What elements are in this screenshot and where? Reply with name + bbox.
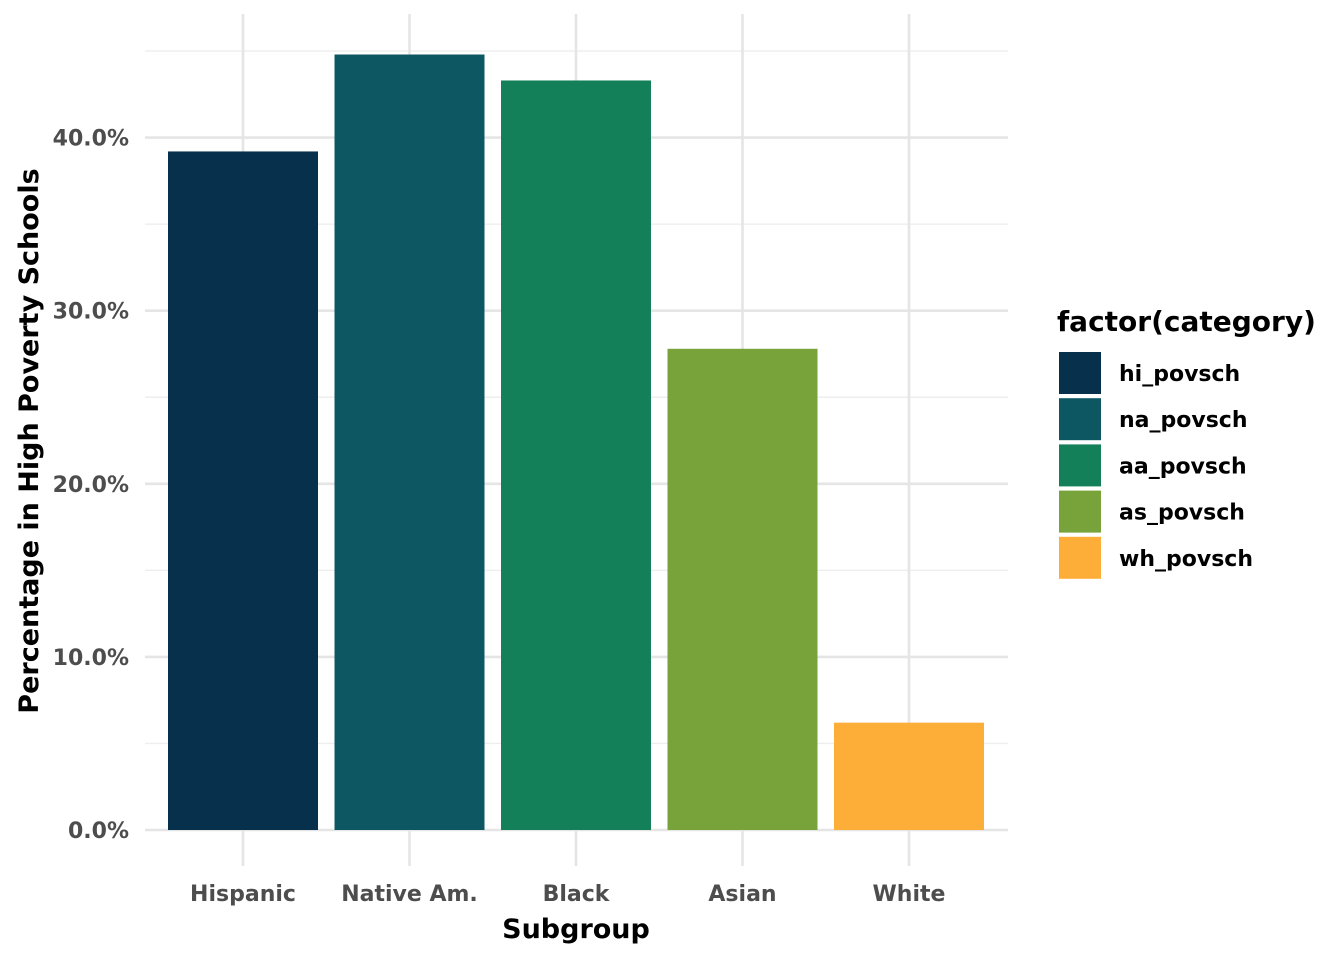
y-tick-label: 40.0% [53, 127, 129, 152]
legend-key-as_povsch [1059, 490, 1101, 533]
y-axis-tick-labels: 0.0% 10.0% 20.0% 30.0% 40.0% [53, 127, 129, 844]
legend-label: na_povsch [1119, 408, 1248, 433]
legend-title: factor(category) [1057, 305, 1316, 338]
bars [168, 54, 984, 831]
bar-aa_povsch [501, 80, 651, 831]
x-axis-tick-labels: Hispanic Native Am. Black Asian White [190, 882, 945, 907]
legend-key-aa_povsch [1059, 444, 1101, 487]
y-tick-label: 10.0% [53, 646, 129, 671]
legend-label: hi_povsch [1119, 362, 1240, 387]
x-tick-label: Asian [708, 882, 776, 907]
legend-key-wh_povsch [1059, 536, 1101, 579]
legend-items: hi_povsch na_povsch aa_povsch as_povsch wh_p… [1059, 352, 1253, 579]
legend-key-hi_povsch [1059, 352, 1101, 394]
x-tick-label: White [873, 882, 946, 907]
x-tick-label: Native Am. [341, 882, 478, 907]
y-tick-label: 0.0% [68, 819, 129, 844]
bar-hi_povsch [168, 151, 318, 830]
legend-key-na_povsch [1059, 398, 1101, 441]
y-axis-title: Percentage in High Poverty Schools [14, 168, 45, 713]
y-tick-label: 30.0% [53, 300, 129, 325]
x-axis-title: Subgroup [502, 914, 650, 945]
x-tick-label: Hispanic [190, 882, 296, 907]
legend-label: as_povsch [1119, 501, 1245, 526]
bar-wh_povsch [834, 722, 984, 830]
x-tick-label: Black [543, 882, 611, 907]
legend-label: wh_povsch [1119, 547, 1253, 572]
bar-na_povsch [334, 54, 485, 830]
bar-as_povsch [667, 348, 818, 830]
y-tick-label: 20.0% [53, 473, 129, 498]
legend: factor(category) hi_povsch na_povsch aa_po… [1057, 305, 1316, 579]
legend-label: aa_povsch [1119, 454, 1247, 479]
